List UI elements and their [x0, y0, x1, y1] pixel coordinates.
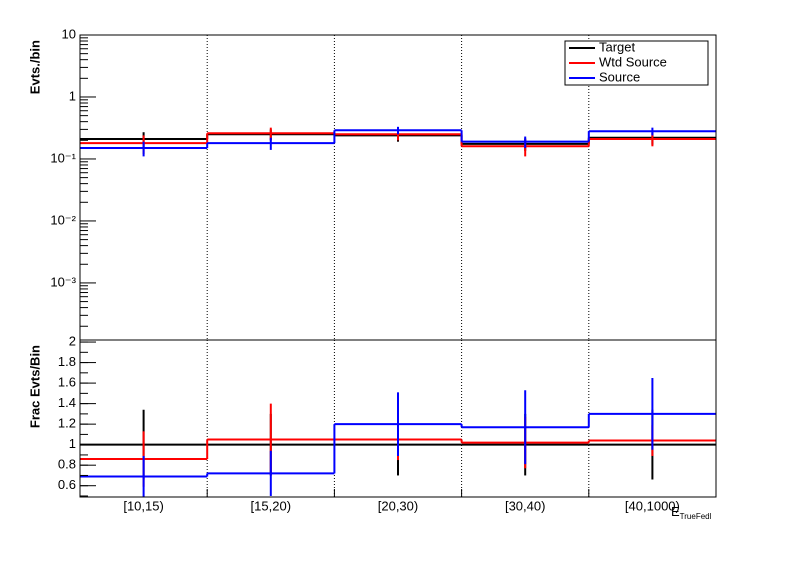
y-tick-label: 10⁻¹ — [50, 150, 76, 165]
y-tick-label: 2 — [69, 333, 76, 348]
x-axis-title: ETrueFedl — [671, 504, 712, 521]
y-tick-label: 1 — [69, 88, 76, 103]
legend-label: Wtd Source — [599, 54, 667, 69]
x-tick-label: [40,1000) — [625, 498, 680, 513]
y-tick-label: 1.6 — [58, 375, 76, 390]
y-tick-label: 1.8 — [58, 354, 76, 369]
y-tick-label: 10 — [62, 26, 76, 41]
y-tick-label: 0.6 — [58, 477, 76, 492]
y-tick-label: 10⁻³ — [50, 274, 76, 289]
y-tick-label: 1.4 — [58, 395, 76, 410]
y-axis-title: Evts./bin — [27, 40, 42, 94]
y-tick-label: 1 — [69, 436, 76, 451]
x-tick-label: [10,15) — [123, 498, 163, 513]
x-tick-label: [15,20) — [251, 498, 291, 513]
x-axis-title-sub: TrueFedl — [680, 512, 712, 521]
y-axis-title: Frac Evts/Bin — [27, 345, 42, 428]
y-tick-label: 10⁻² — [50, 212, 76, 227]
plot-area — [80, 340, 716, 497]
legend-label: Source — [599, 69, 640, 84]
x-axis-title-main: E — [671, 504, 680, 519]
y-tick-label: 1.2 — [58, 416, 76, 431]
legend-label: Target — [599, 39, 636, 54]
y-tick-label: 0.8 — [58, 457, 76, 472]
x-tick-label: [30,40) — [505, 498, 545, 513]
frame — [79, 339, 717, 498]
plot-area — [80, 35, 716, 340]
x-tick-label: [20,30) — [378, 498, 418, 513]
